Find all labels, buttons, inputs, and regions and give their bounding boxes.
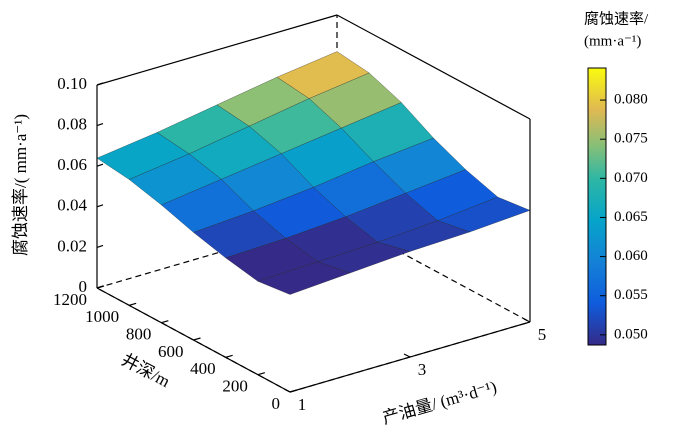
z-tick-label: 0.06	[57, 155, 87, 174]
z-tick	[96, 82, 104, 86]
z-tick	[96, 244, 104, 248]
x-tick-label: 3	[418, 360, 427, 379]
colorbar-label: (mm·a⁻¹)	[584, 33, 641, 49]
x-tick	[403, 353, 411, 358]
y-tick	[96, 285, 105, 289]
z-tick-label: 0.10	[57, 74, 87, 93]
colorbar-tick-label: 0.070	[614, 170, 648, 186]
x-axis-label: 产油量/ (m³·d⁻¹)	[380, 377, 499, 428]
colorbar-tick-label: 0.080	[614, 92, 648, 108]
colorbar-tick-label: 0.050	[614, 326, 648, 342]
z-tick-label: 0.08	[57, 115, 87, 134]
axis-edge	[96, 14, 338, 86]
z-tick	[96, 163, 104, 167]
z-axis-label: 腐蚀速率/( mm·a⁻¹)	[11, 114, 30, 256]
z-tick	[96, 123, 104, 127]
y-tick-label: 600	[158, 342, 184, 361]
colorbar-tick-label: 0.075	[614, 131, 648, 147]
y-tick-label: 800	[126, 325, 152, 344]
z-tick-label: 0.04	[57, 196, 87, 215]
x-tick-label: 5	[538, 325, 547, 344]
colorbar-scale	[587, 67, 607, 346]
y-tick-label: 400	[190, 359, 216, 378]
colorbar-tick-label: 0.060	[614, 248, 648, 264]
z-tick-label: 0.02	[57, 236, 87, 255]
colorbar: 腐蚀速率/ (mm·a⁻¹) 0.050 0.055 0.060 0.065 0.070…	[584, 9, 649, 346]
y-tick-label: 1000	[85, 307, 119, 326]
y-tick-label: 0	[272, 394, 281, 413]
y-tick-label: 1200	[53, 290, 87, 309]
y-tick	[193, 337, 201, 341]
axes-front: 0 0.02 0.04 0.06 0.08 0.10 0 200 400 600 800 100012…	[53, 14, 547, 414]
surface	[96, 51, 531, 295]
x-tick	[523, 318, 531, 323]
colorbar-ticks: 0.050 0.055 0.060 0.065 0.070 0.075 0.080	[600, 92, 648, 342]
surface-patch	[257, 261, 351, 295]
x-tick-label: 1	[298, 395, 307, 414]
axis-edge	[336, 217, 531, 323]
colorbar-label: 腐蚀速率/	[584, 9, 649, 27]
x-tick	[283, 388, 291, 393]
colorbar-tick-label: 0.065	[614, 209, 648, 225]
z-tick	[96, 204, 104, 208]
y-tick	[129, 302, 137, 306]
y-tick	[257, 372, 265, 376]
y-tick-label: 200	[222, 377, 248, 396]
y-tick	[225, 354, 233, 358]
colorbar-tick-label: 0.055	[614, 287, 648, 303]
y-tick	[161, 320, 169, 324]
z-tick-label: 0	[79, 277, 88, 296]
axis-edge	[336, 14, 531, 120]
axis-edge	[96, 217, 338, 289]
y-tick	[289, 389, 298, 393]
